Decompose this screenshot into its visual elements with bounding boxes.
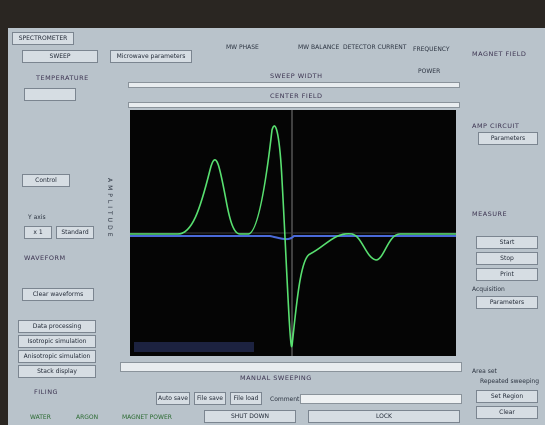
indicator: MAGNET POWER — [122, 414, 172, 421]
clear-waveforms[interactable]: Clear waveforms — [22, 288, 94, 301]
center-slider[interactable] — [128, 102, 460, 108]
sweep-slider[interactable] — [128, 82, 460, 88]
scale-button[interactable]: x 1 — [24, 226, 52, 239]
stop[interactable]: Stop — [476, 252, 538, 265]
magnet-field: MAGNET FIELD — [472, 50, 526, 58]
file-load[interactable]: File load — [230, 392, 262, 405]
left-button[interactable]: Anisotropic simulation — [18, 350, 96, 363]
manual-sweeping: MANUAL SWEEPING — [240, 374, 312, 382]
sweep-width: SWEEP WIDTH — [270, 72, 322, 80]
temperature: TEMPERATURE — [36, 74, 89, 82]
indicator: WATER — [30, 414, 51, 421]
set-region[interactable]: Set Region — [476, 390, 538, 403]
area-set: Area set — [472, 368, 497, 375]
scrollbar[interactable] — [120, 362, 462, 372]
page: SPECTROMETER SWEEP Microwave parameters … — [0, 0, 545, 425]
acquisition: Acquisition — [472, 286, 505, 293]
auto-save[interactable]: Auto save — [156, 392, 190, 405]
y-axis: Y axis — [28, 214, 46, 221]
info-box — [134, 342, 254, 352]
center-field: CENTER FIELD — [270, 92, 323, 100]
left-button[interactable]: Data processing — [18, 320, 96, 333]
tab[interactable]: SPECTROMETER — [12, 32, 74, 45]
power: POWER — [418, 68, 440, 75]
shut-down[interactable]: SHUT DOWN — [204, 410, 296, 423]
mw-balance: MW BALANCE — [298, 44, 339, 51]
control-button[interactable]: Control — [22, 174, 70, 187]
amp-circuit: AMP CIRCUIT — [472, 122, 519, 130]
indicator: ARGON — [76, 414, 98, 421]
standard-button[interactable]: Standard — [56, 226, 94, 239]
frequency: FREQUENCY — [413, 46, 450, 53]
comment: Comment — [270, 396, 299, 403]
repeated: Repeated sweeping — [480, 378, 539, 385]
filing: FILING — [34, 388, 58, 396]
start[interactable]: Start — [476, 236, 538, 249]
print[interactable]: Print — [476, 268, 538, 281]
mw-phase: MW PHASE — [226, 44, 259, 51]
parameters[interactable]: Parameters — [478, 132, 538, 145]
acq-parameters[interactable]: Parameters — [476, 296, 538, 309]
sweep-button[interactable]: SWEEP — [22, 50, 98, 63]
screen: SPECTROMETER SWEEP Microwave parameters … — [8, 28, 545, 425]
temp-button[interactable] — [24, 88, 76, 101]
measure: MEASURE — [472, 210, 507, 218]
lock[interactable]: LOCK — [308, 410, 460, 423]
axis-label: AMPLITUDE — [106, 178, 113, 239]
left-button[interactable]: Stack display — [18, 365, 96, 378]
mw-button[interactable]: Microwave parameters — [110, 50, 192, 63]
file-save[interactable]: File save — [194, 392, 226, 405]
clear[interactable]: Clear — [476, 406, 538, 419]
plot — [130, 110, 456, 356]
comment-field[interactable] — [300, 394, 462, 404]
left-button[interactable]: Isotropic simulation — [18, 335, 96, 348]
waveform: WAVEFORM — [24, 254, 66, 262]
detector-current: DETECTOR CURRENT — [343, 44, 406, 51]
